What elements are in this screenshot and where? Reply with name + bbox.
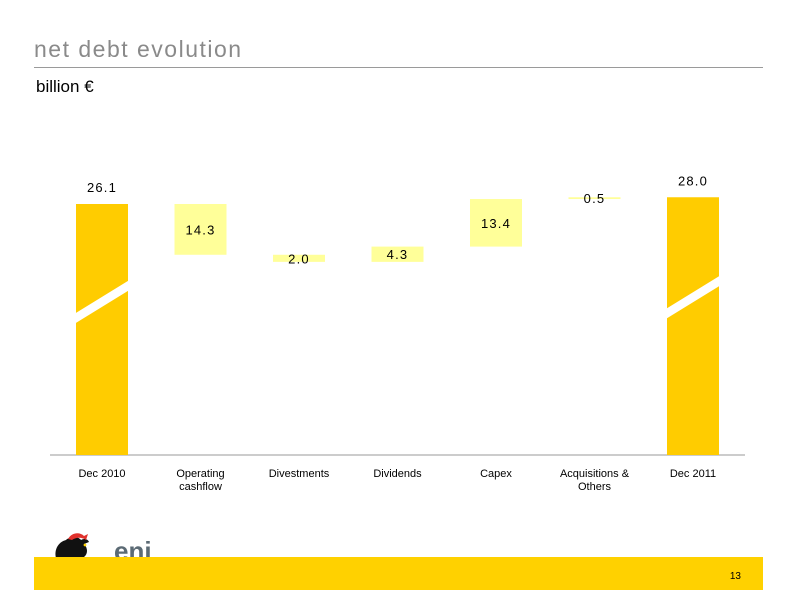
bar-dec-2011 — [667, 197, 719, 455]
category-label-dividends: Dividends — [373, 468, 422, 480]
footer-band: 13 — [34, 557, 763, 590]
category-label-acquisitions-others: Others — [578, 481, 612, 493]
data-label-dec-2011: 28.0 — [678, 173, 708, 188]
title-divider — [34, 67, 763, 68]
category-label-operating-cashflow: cashflow — [179, 481, 222, 493]
data-label-operating-cashflow: 14.3 — [185, 222, 215, 237]
bar-capex — [470, 199, 522, 247]
category-label-dec-2011: Dec 2011 — [670, 468, 716, 480]
data-label-dec-2010: 26.1 — [87, 180, 117, 195]
bar-divestments — [273, 254, 325, 262]
axis-break-dec-2010 — [76, 280, 128, 323]
data-label-capex: 13.4 — [481, 216, 511, 231]
category-label-capex: Capex — [480, 468, 512, 480]
category-label-divestments: Divestments — [269, 468, 330, 480]
bar-dec-2010 — [76, 204, 128, 455]
data-label-dividends: 4.3 — [387, 247, 409, 262]
category-label-acquisitions-others: Acquisitions & — [560, 468, 630, 480]
page-title: net debt evolution — [34, 36, 243, 62]
unit-subtitle: billion € — [36, 77, 94, 96]
category-label-operating-cashflow: Operating — [176, 468, 224, 480]
data-label-acquisitions-others: 0.5 — [584, 191, 606, 206]
category-label-dec-2010: Dec 2010 — [78, 468, 125, 480]
bar-acquisitions-others — [568, 197, 621, 200]
axis-break-dec-2011 — [667, 276, 719, 319]
bar-operating-cashflow — [174, 204, 227, 255]
page-number: 13 — [729, 571, 741, 582]
data-label-divestments: 2.0 — [288, 251, 310, 266]
bar-dividends — [371, 246, 424, 262]
